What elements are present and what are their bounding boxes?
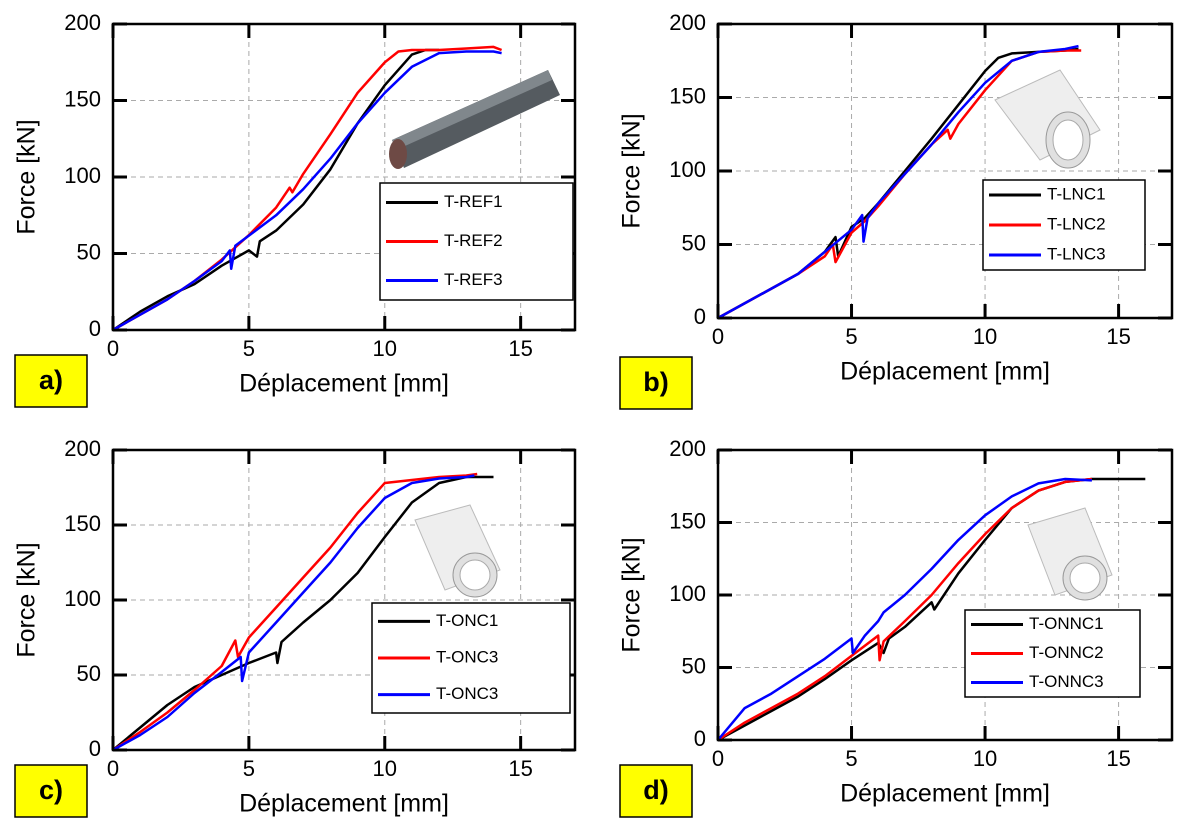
legend-label: T-ONC3 — [436, 684, 498, 703]
legend-label: T-ONNC3 — [1029, 672, 1104, 691]
y-tick-label: 50 — [682, 230, 706, 255]
x-axis-title: Déplacement [mm] — [840, 780, 1050, 808]
legend-label: T-REF3 — [444, 270, 503, 289]
y-tick-label: 0 — [694, 726, 706, 751]
panel-label-box — [14, 354, 88, 408]
y-tick-label: 150 — [64, 511, 101, 536]
y-axis-title: Force [kN] — [618, 113, 646, 228]
legend-label: T-ONNC2 — [1029, 643, 1104, 662]
y-tick-label: 200 — [669, 10, 706, 35]
x-tick-label: 10 — [373, 336, 397, 361]
panel-label: d) — [643, 775, 668, 805]
y-tick-label: 200 — [669, 436, 706, 461]
panel-label-box — [14, 764, 88, 818]
legend-label: T-REF2 — [444, 231, 503, 250]
y-tick-label: 50 — [682, 653, 706, 678]
x-tick-label: 15 — [508, 336, 532, 361]
x-axis-title: Déplacement [mm] — [239, 370, 449, 398]
x-axis-title: Déplacement [mm] — [239, 790, 449, 818]
x-tick-label: 10 — [973, 746, 997, 771]
panel-label: b) — [643, 367, 668, 397]
y-tick-label: 100 — [64, 586, 101, 611]
x-tick-label: 5 — [845, 746, 857, 771]
rebar-image — [389, 70, 560, 169]
panel-label-box — [619, 356, 693, 410]
x-tick-label: 10 — [973, 324, 997, 349]
data-line — [717, 44, 1079, 320]
x-tick-label: 0 — [712, 746, 724, 771]
y-tick-label: 50 — [77, 661, 101, 686]
x-tick-label: 10 — [373, 756, 397, 781]
y-tick-label: 100 — [669, 157, 706, 182]
data-line — [112, 474, 475, 752]
x-axis-title: Déplacement [mm] — [840, 358, 1050, 386]
data-line — [112, 472, 478, 752]
y-tick-label: 150 — [669, 83, 706, 108]
x-tick-label: 15 — [508, 756, 532, 781]
y-tick-label: 0 — [89, 736, 101, 761]
data-line — [112, 50, 502, 332]
x-tick-label: 15 — [1106, 746, 1130, 771]
panel-label: c) — [39, 775, 63, 805]
y-tick-label: 200 — [64, 10, 101, 35]
y-axis-title: Force [kN] — [13, 119, 41, 234]
y-tick-label: 200 — [64, 436, 101, 461]
legend-label: T-ONC1 — [436, 611, 498, 630]
coupler-image — [1027, 507, 1113, 601]
x-tick-label: 0 — [107, 336, 119, 361]
legend-label: T-LNC1 — [1047, 184, 1106, 203]
y-tick-label: 0 — [89, 316, 101, 341]
y-tick-label: 50 — [77, 239, 101, 264]
plot-frame — [716, 448, 1174, 742]
legend-label: T-ONNC1 — [1029, 614, 1104, 633]
y-axis-title: Force [kN] — [13, 542, 41, 657]
plot-frame — [716, 22, 1174, 320]
x-tick-label: 15 — [1106, 324, 1130, 349]
x-tick-label: 5 — [243, 756, 255, 781]
x-tick-label: 0 — [712, 324, 724, 349]
x-tick-label: 0 — [107, 756, 119, 781]
data-line — [717, 477, 1092, 741]
panel-label-box — [619, 764, 693, 818]
data-line — [717, 477, 1093, 742]
coupler-image — [994, 69, 1101, 169]
legend-label: T-REF1 — [444, 192, 503, 211]
legend-label: T-LNC3 — [1047, 244, 1106, 263]
plot-frame — [111, 448, 577, 752]
coupler-image — [414, 504, 501, 598]
y-tick-label: 100 — [669, 581, 706, 606]
y-tick-label: 150 — [64, 86, 101, 111]
legend-label: T-ONC3 — [436, 647, 498, 666]
data-line — [112, 475, 494, 751]
panel-label: a) — [39, 365, 63, 395]
plot-frame — [111, 22, 577, 332]
legend-label: T-LNC2 — [1047, 214, 1106, 233]
y-tick-label: 150 — [669, 508, 706, 533]
y-tick-label: 100 — [64, 163, 101, 188]
y-tick-label: 0 — [694, 304, 706, 329]
x-tick-label: 5 — [243, 336, 255, 361]
y-axis-title: Force [kN] — [618, 537, 646, 652]
x-tick-label: 5 — [845, 324, 857, 349]
